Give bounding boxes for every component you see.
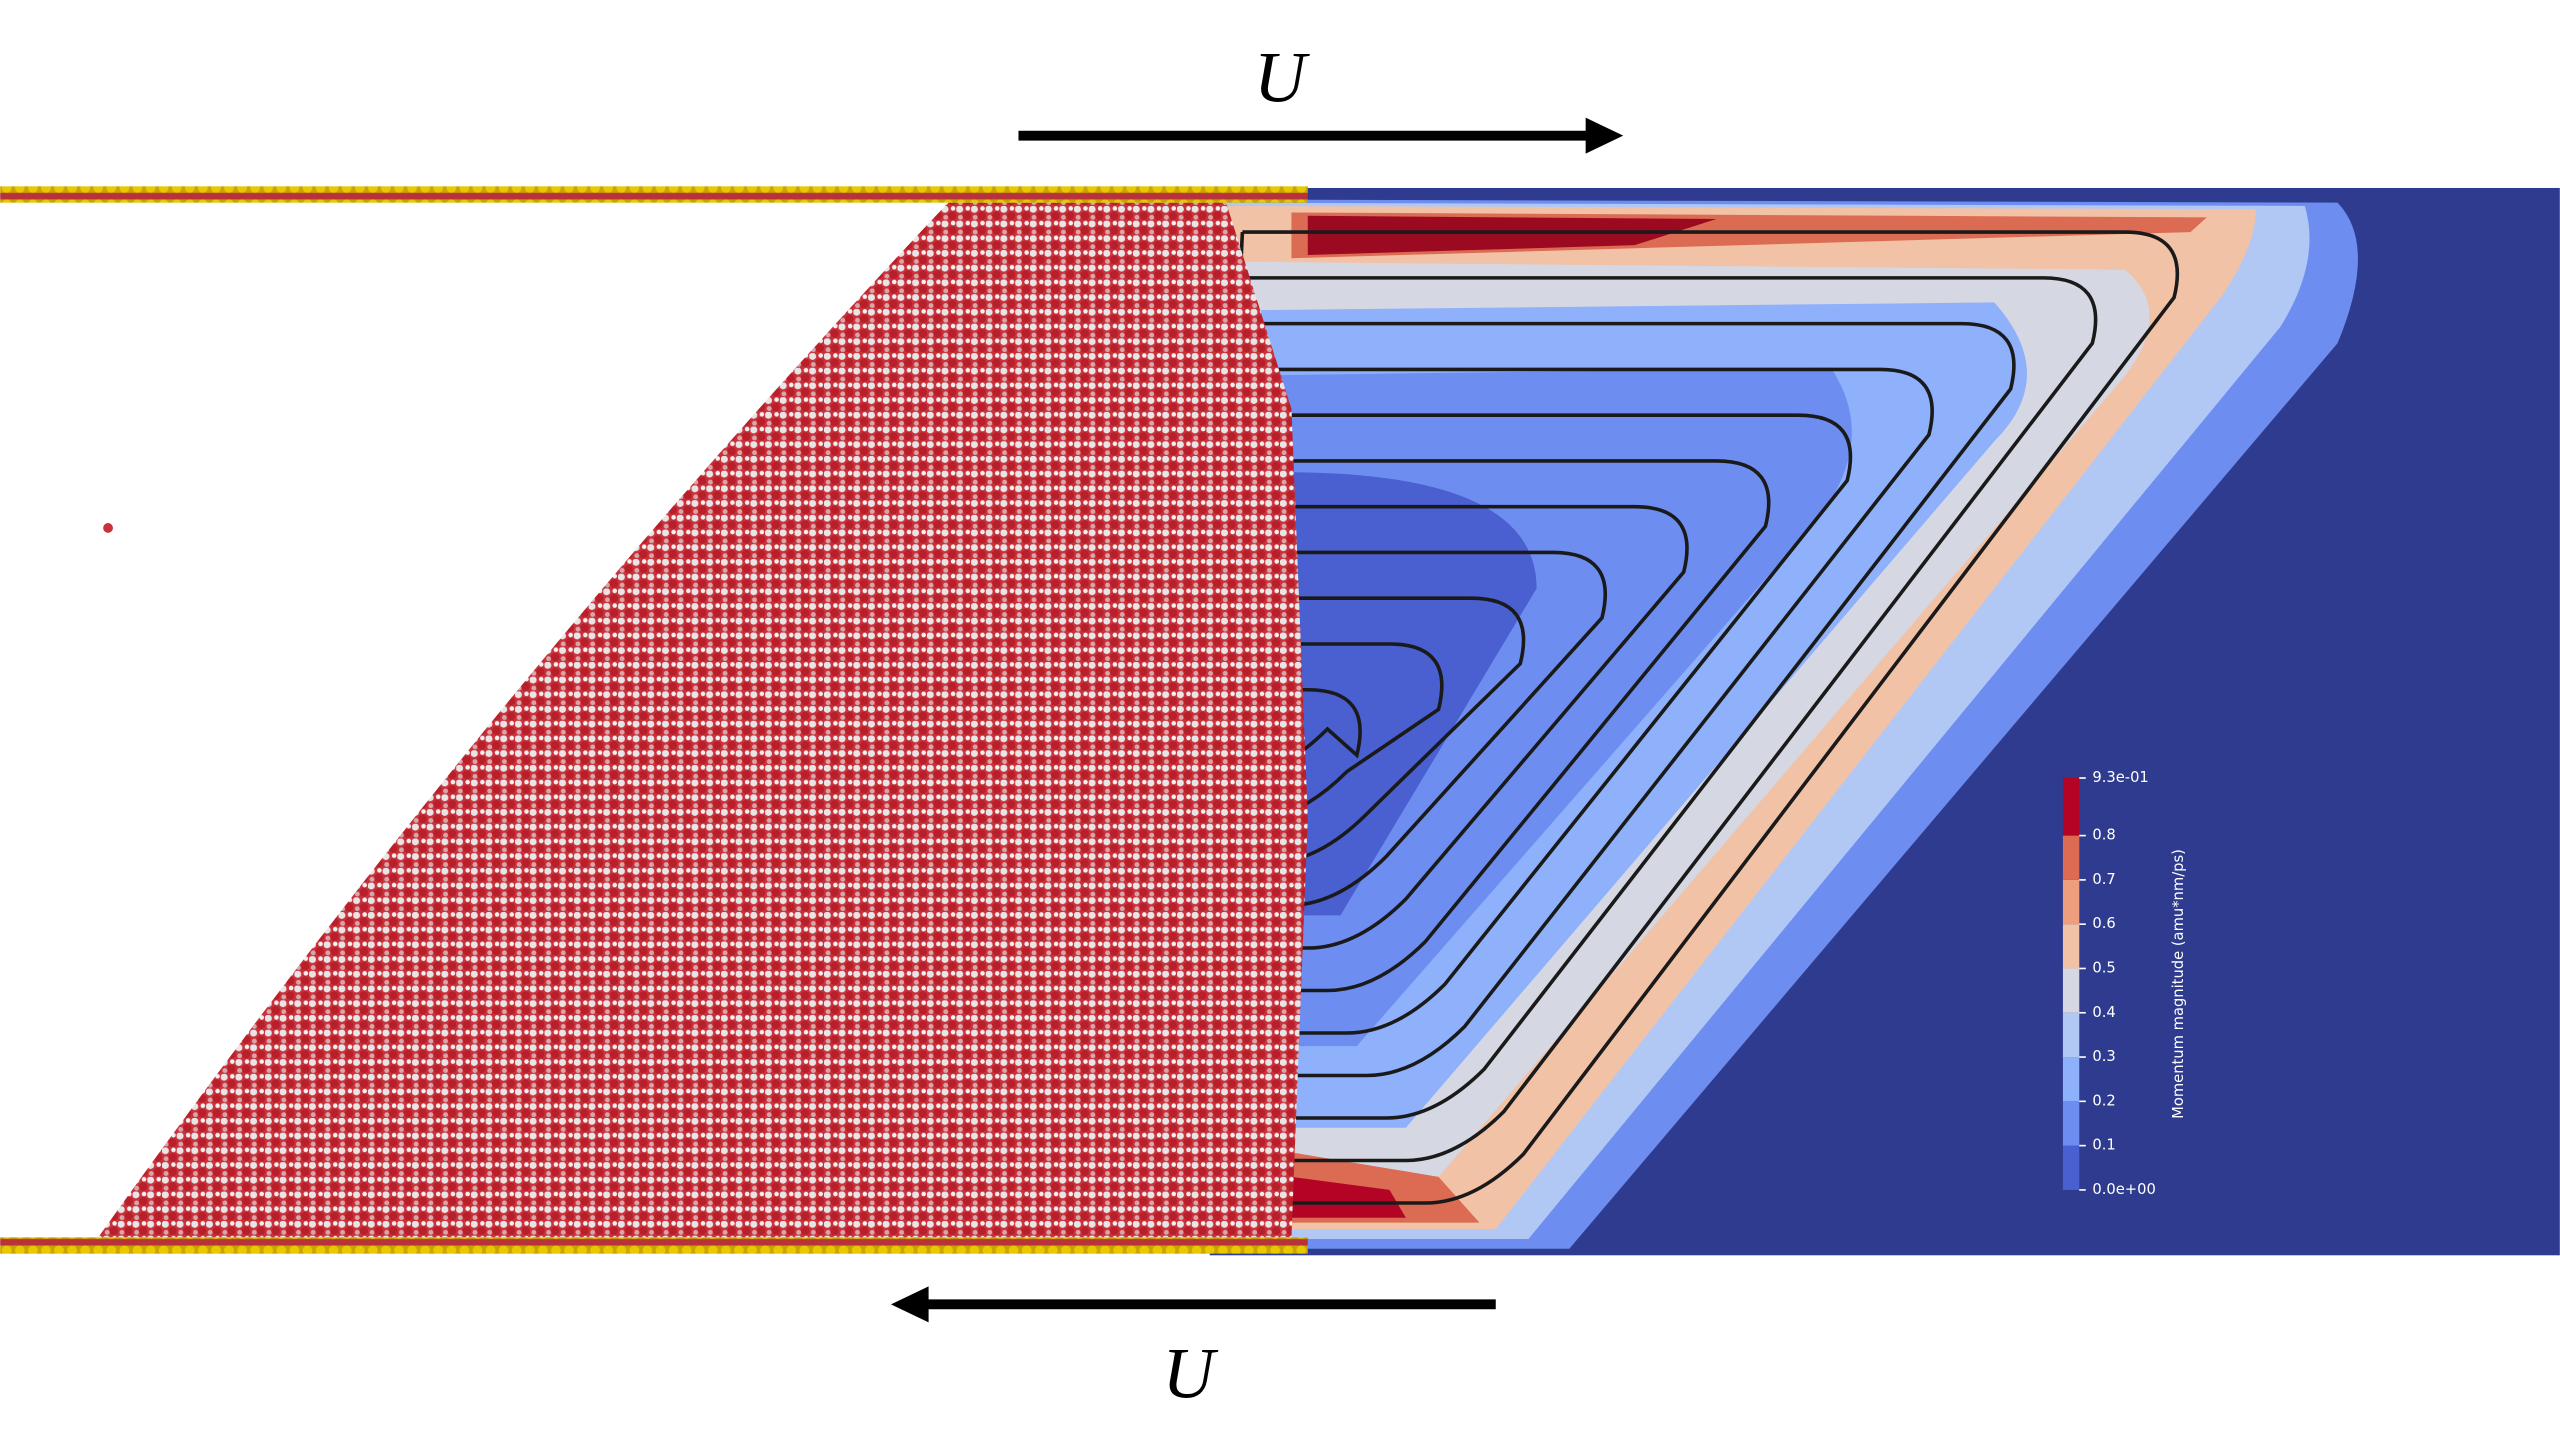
colorbar-title: Momentum magnitude (amu*nm/ps) [2170,849,2187,1119]
colorbar-band [2062,924,2080,969]
colorbar-tick-label: 0.2 [2092,1092,2115,1109]
colorbar: 0.0e+00 0.1 0.2 0.3 0.4 0.5 0.6 0.7 0.8 9.3e-01 [2062,769,2156,1198]
colorbar-tick-label: 0.3 [2092,1048,2115,1065]
colorbar-band [2062,1145,2080,1190]
colorbar-band [2062,1057,2080,1102]
flow-field [1209,187,2560,1256]
colorbar-tick-label: 0.1 [2092,1137,2115,1154]
colorbar-band [2062,778,2080,836]
colorbar-band [2062,1101,2080,1146]
colorbar-tick-label: 9.3e-01 [2092,769,2148,786]
velocity-label: U [1162,1334,1218,1414]
colorbar-tick-label: 0.8 [2092,827,2115,844]
colorbar-band [2062,879,2080,925]
velocity-label: U [1254,37,1310,117]
colorbar-tick-label: 0.5 [2092,959,2115,976]
bottom-arrow [890,1286,1496,1323]
top-wall [0,186,1308,203]
water-molecules [98,202,1308,1238]
colorbar-band [2062,835,2080,880]
top-arrow [1018,117,1624,154]
fade [1177,202,1341,1238]
field-band [1307,215,1717,255]
colorbar-tick-label: 0.6 [2092,915,2115,932]
bottom-wall [0,1237,1308,1254]
colorbar-band [2062,1012,2080,1058]
colorbar-tick-label: 0.0e+00 [2092,1181,2155,1198]
colorbar-tick-label: 0.7 [2092,871,2115,888]
colorbar-band [2062,968,2080,1013]
colorbar-tick-label: 0.4 [2092,1004,2115,1021]
molecule [103,523,113,533]
